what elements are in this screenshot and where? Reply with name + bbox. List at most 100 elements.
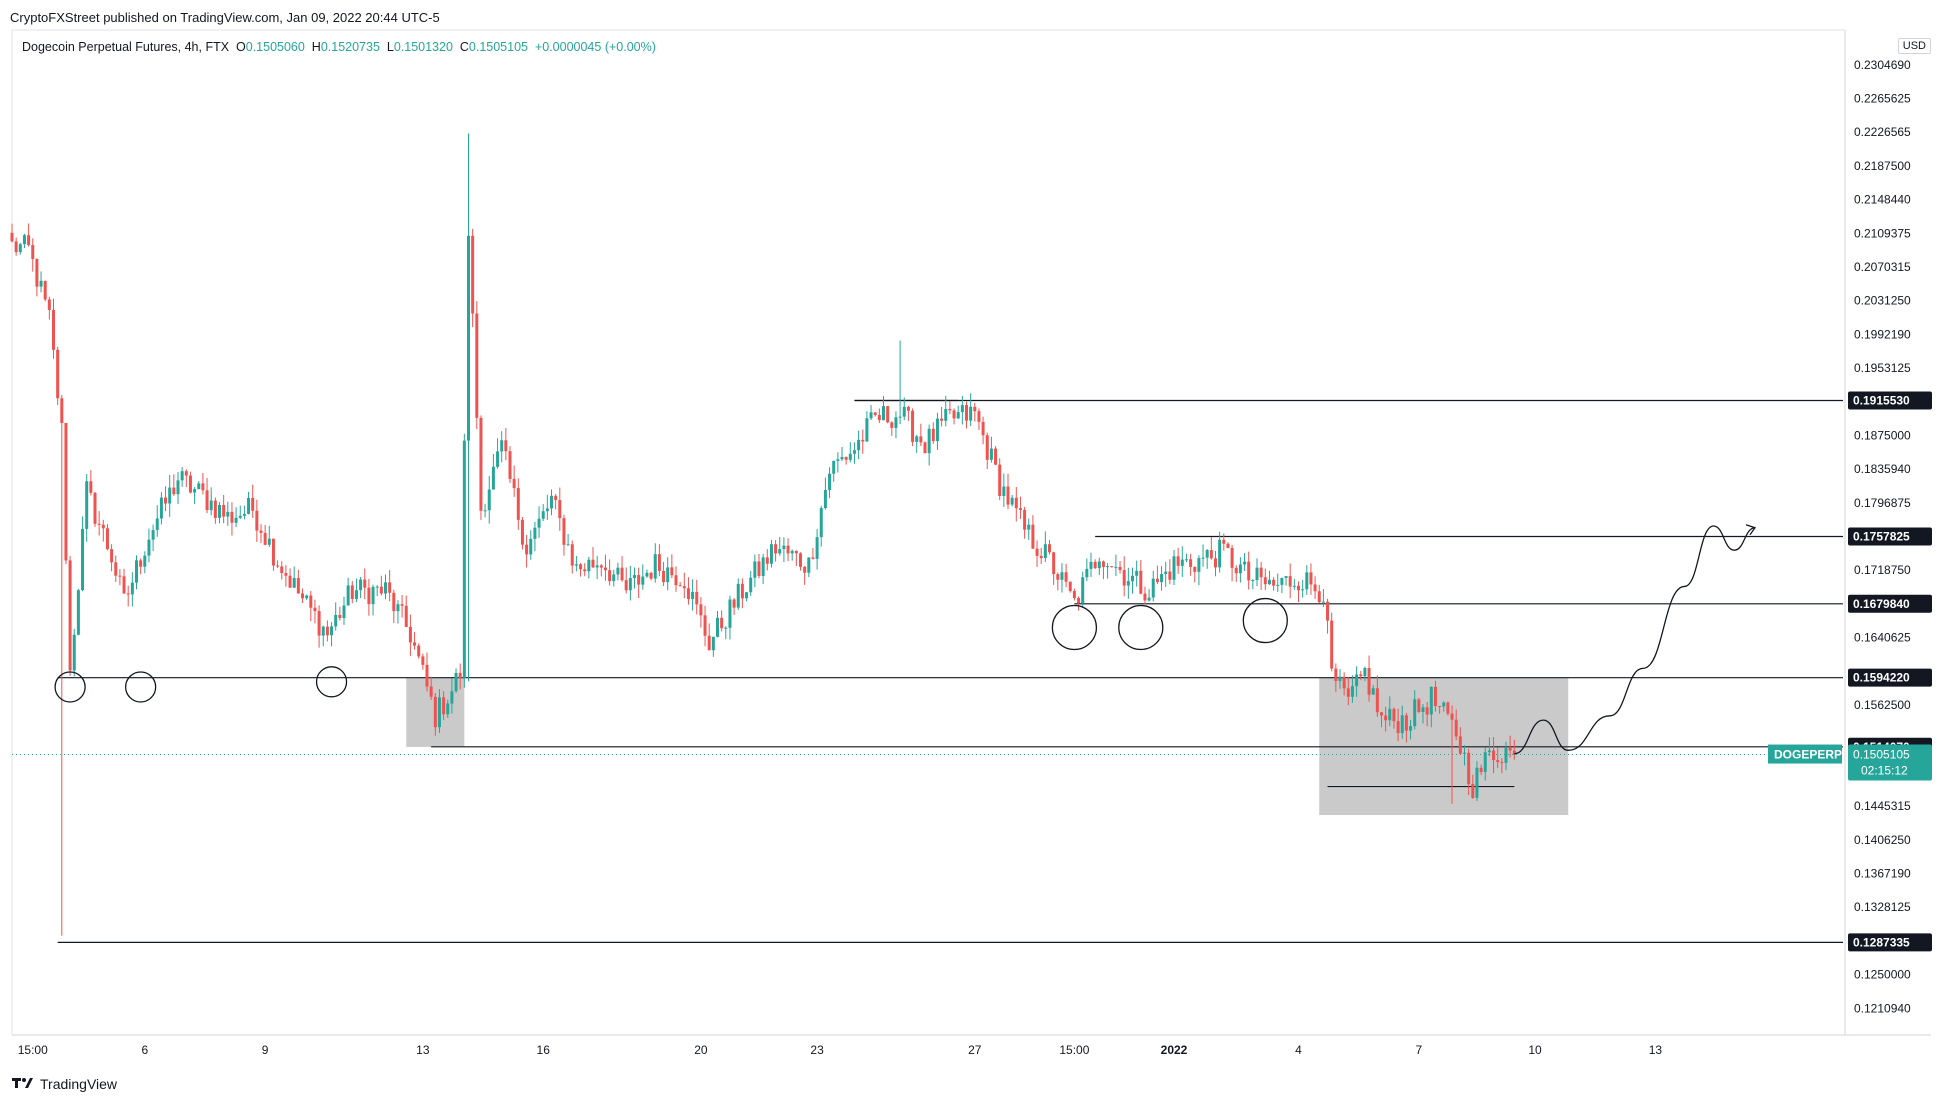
candle [1392,707,1396,729]
candle-body [421,656,425,665]
candle [1035,540,1039,567]
candle-body [276,565,280,567]
candle-body [1238,564,1242,574]
tradingview-logo-icon [12,1077,34,1092]
candle [757,553,761,579]
candle-body [1342,676,1346,689]
candle-body [1396,721,1400,734]
candle [147,528,151,563]
candle [803,566,807,585]
candle-body [143,555,147,567]
candle [1151,570,1155,602]
candle-body [392,592,396,612]
y-tick-label: 0.2031250 [1854,294,1911,308]
candle [60,395,64,936]
candle-body [579,564,583,570]
candle-body [296,578,300,594]
candle [761,553,765,585]
candle-body [769,544,773,564]
candle [1031,515,1035,549]
candle [1388,696,1392,727]
candle [1155,565,1159,585]
candle-body [965,405,968,421]
candle [496,438,500,469]
candle [1467,748,1471,795]
candle [1052,551,1056,585]
candle-body [969,406,973,421]
candle [1222,533,1226,551]
candle [558,487,562,531]
legend-high-value: 0.1520735 [320,40,380,54]
candle [359,577,363,599]
candle-body [595,565,599,568]
y-tick-label: 0.2187500 [1854,159,1911,173]
current-symbol-label: DOGEPERP [1774,748,1842,762]
level-price-label: 0.1757825 [1853,530,1910,544]
candle [1292,579,1296,590]
candle-body [1143,593,1147,601]
candle-body [1081,577,1085,604]
candle [1218,531,1222,573]
candle-body [956,412,960,419]
y-tick-label: 0.1718750 [1854,563,1911,577]
candle-body [1031,524,1035,549]
candle [583,563,587,577]
candle [388,570,392,602]
tradingview-logo[interactable]: TradingView [12,1076,117,1092]
candle-body [330,626,334,636]
candle [794,550,798,566]
candle [832,460,836,482]
level-price-badge [1848,594,1932,613]
candle [960,395,964,425]
candle-body [1106,566,1110,568]
candle-body [1276,584,1280,586]
candle-body [354,590,358,599]
candle-body [255,510,259,531]
candle-body [898,416,902,418]
candle [807,557,811,578]
candle-body [1023,509,1027,530]
candle [836,452,840,473]
candle [309,590,313,622]
candle [1280,577,1284,594]
candle-body [550,495,553,509]
candle [213,497,217,524]
candle-body [520,519,524,545]
candle [1409,719,1413,740]
candle-body [1205,550,1209,558]
candle-body [110,549,114,563]
candle [1259,562,1263,590]
candle-body [720,617,724,629]
candle-body [1251,579,1255,581]
candle-body [172,487,176,495]
candle-body [475,313,479,418]
candle [413,631,417,650]
candle-body [686,588,690,599]
candle [666,557,670,591]
candle-body [981,421,985,436]
candle-body [794,550,798,554]
candle-body [753,561,757,578]
tradingview-brand-label: TradingView [40,1076,118,1092]
candle [1126,567,1130,599]
candle [56,346,60,405]
candle [462,433,466,688]
candle-body [1160,574,1164,583]
candle-body [973,406,977,412]
candle [736,578,740,610]
candle [292,566,296,588]
candle-body [844,457,848,460]
candle-body [164,497,168,504]
candle-body [350,585,354,599]
candle [1101,560,1105,580]
candle-body [226,511,230,517]
candle [927,424,931,466]
candle-body [869,412,873,419]
candle [500,431,504,463]
currency-badge[interactable]: USD [1897,38,1931,54]
candle [1172,549,1176,585]
candle [740,578,744,609]
candle [122,568,126,594]
candle-body [93,492,97,524]
